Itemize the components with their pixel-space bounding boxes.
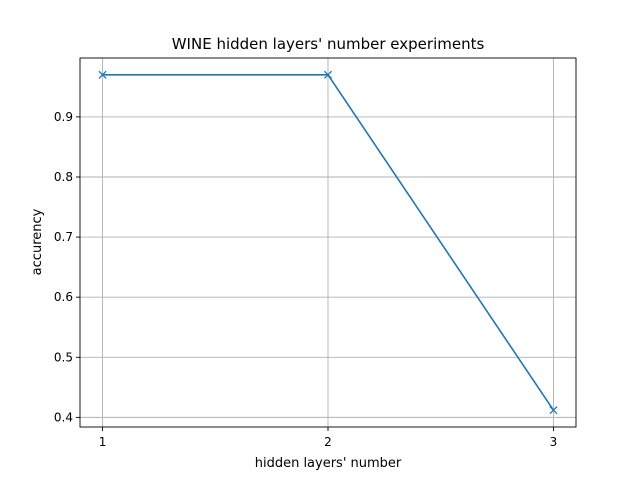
series-layer (98, 70, 558, 415)
y-tick-label: 0.6 (54, 290, 73, 304)
x-tick-label: 2 (324, 435, 332, 449)
x-tick-label: 1 (99, 435, 107, 449)
data-point-marker (323, 70, 333, 79)
y-axis-label: accurency (30, 208, 45, 275)
data-point-marker (98, 70, 107, 79)
y-tick-label: 0.7 (54, 230, 73, 244)
y-tick-label: 0.9 (54, 110, 73, 124)
y-tick-label: 0.4 (54, 410, 73, 424)
grid-layer (80, 58, 576, 427)
data-point-marker (549, 406, 558, 415)
chart-title: WINE hidden layers' number experiments (172, 35, 485, 53)
tick-layer: 1 2 3 0.4 0.5 0.6 0.7 0.8 0.9 (54, 110, 557, 449)
x-tick-label: 3 (550, 435, 558, 449)
y-tick-label: 0.5 (54, 350, 73, 364)
y-tick-label: 0.8 (54, 170, 73, 184)
x-axis-label: hidden layers' number (255, 456, 402, 471)
